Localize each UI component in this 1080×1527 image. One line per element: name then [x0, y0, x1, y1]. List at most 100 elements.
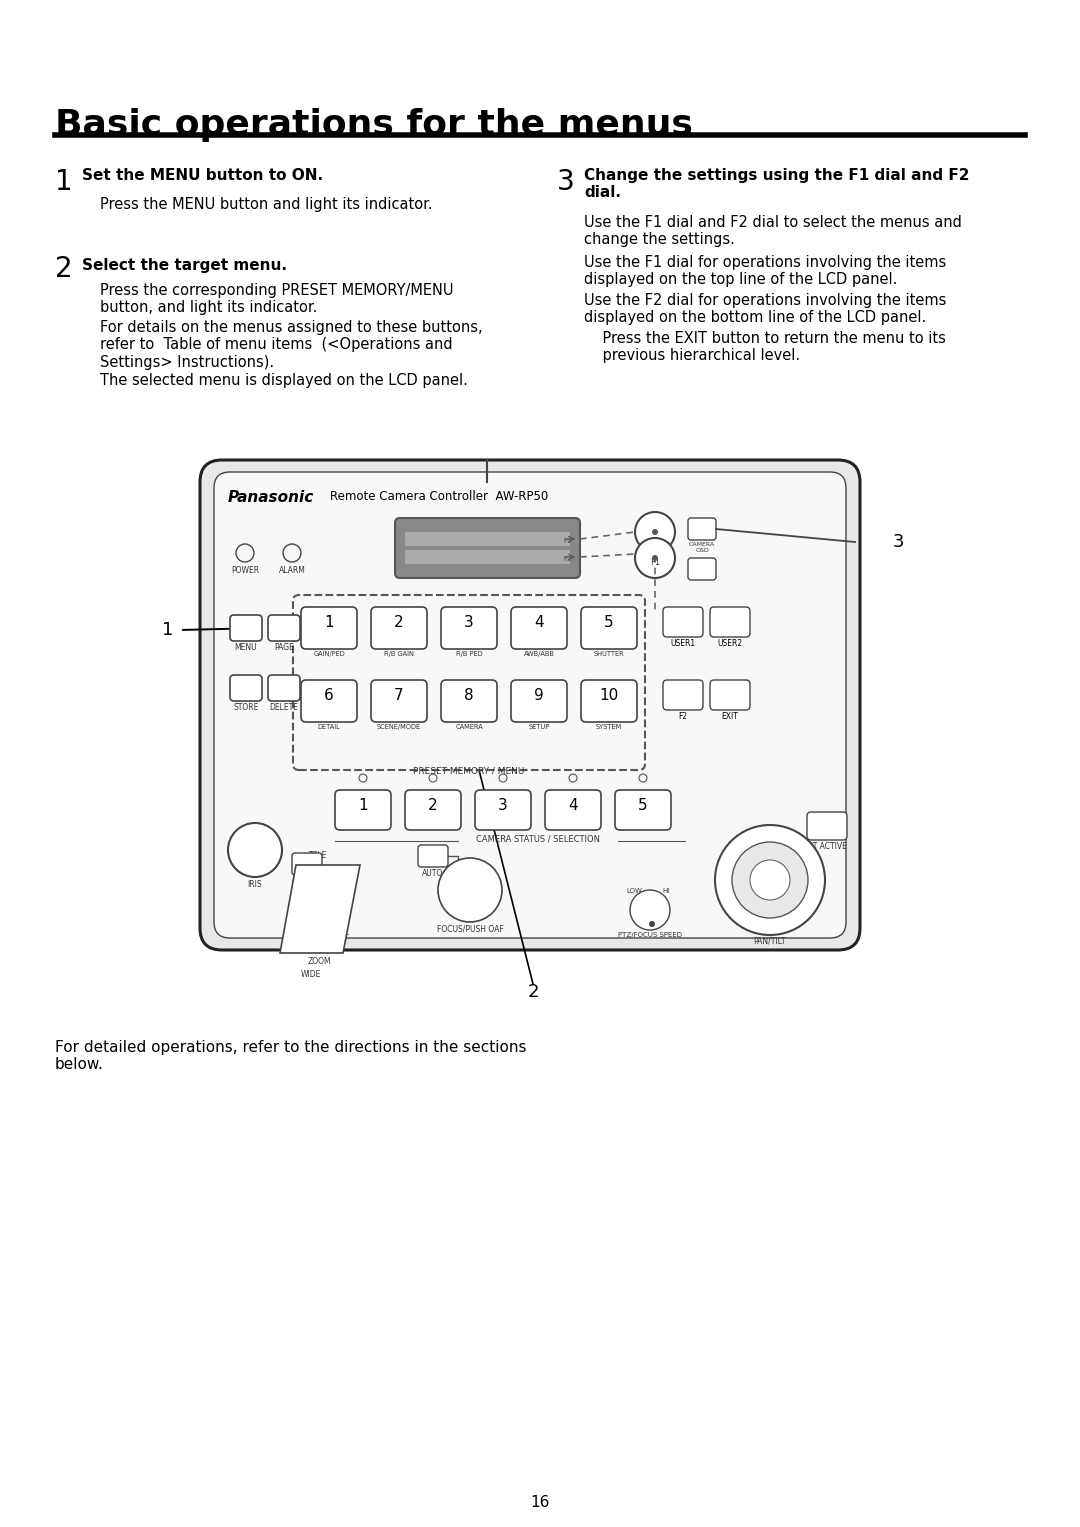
Text: 16: 16 — [530, 1495, 550, 1510]
Text: The selected menu is displayed on the LCD panel.: The selected menu is displayed on the LC… — [100, 373, 468, 388]
Circle shape — [438, 858, 502, 922]
Circle shape — [732, 841, 808, 918]
Text: 7: 7 — [394, 689, 404, 702]
Text: 10: 10 — [599, 689, 619, 702]
FancyBboxPatch shape — [581, 608, 637, 649]
Text: For detailed operations, refer to the directions in the sections
below.: For detailed operations, refer to the di… — [55, 1040, 527, 1072]
Text: 1: 1 — [359, 799, 368, 812]
Text: 4: 4 — [568, 799, 578, 812]
Text: F1: F1 — [650, 557, 660, 567]
Text: PRESET MEMORY / MENU: PRESET MEMORY / MENU — [414, 767, 525, 776]
Circle shape — [652, 528, 658, 534]
Text: ZOOM: ZOOM — [308, 957, 332, 967]
Text: 2: 2 — [527, 983, 539, 1002]
Text: DELETE: DELETE — [270, 702, 298, 712]
Text: 2: 2 — [394, 615, 404, 631]
Circle shape — [635, 512, 675, 551]
FancyBboxPatch shape — [475, 789, 531, 831]
Text: TELE: TELE — [309, 851, 327, 860]
FancyBboxPatch shape — [301, 608, 357, 649]
FancyBboxPatch shape — [663, 680, 703, 710]
FancyBboxPatch shape — [292, 854, 322, 875]
Text: AUTO: AUTO — [422, 869, 444, 878]
Text: Set the MENU button to ON.: Set the MENU button to ON. — [82, 168, 323, 183]
Text: 9: 9 — [535, 689, 544, 702]
Bar — [405, 550, 570, 563]
Text: 2: 2 — [55, 255, 72, 282]
Circle shape — [652, 554, 658, 560]
Text: STORE: STORE — [233, 702, 259, 712]
Text: WIDE: WIDE — [301, 970, 321, 979]
Text: GAIN/PED: GAIN/PED — [313, 651, 345, 657]
FancyBboxPatch shape — [230, 615, 262, 641]
Text: FOCUS/PUSH OAF: FOCUS/PUSH OAF — [436, 925, 503, 935]
Text: IRIS: IRIS — [247, 880, 262, 889]
Text: Select the target menu.: Select the target menu. — [82, 258, 287, 273]
Text: Panasonic: Panasonic — [228, 490, 314, 505]
FancyBboxPatch shape — [214, 472, 846, 938]
Text: Press the EXIT button to return the menu to its
    previous hierarchical level.: Press the EXIT button to return the menu… — [584, 331, 946, 363]
Text: 2: 2 — [428, 799, 437, 812]
Text: R/B PED: R/B PED — [456, 651, 483, 657]
Text: PTZ/FOCUS SPEED: PTZ/FOCUS SPEED — [618, 931, 681, 938]
Text: PT ACTIVE: PT ACTIVE — [808, 841, 847, 851]
Text: 3: 3 — [893, 533, 905, 551]
FancyBboxPatch shape — [301, 680, 357, 722]
FancyBboxPatch shape — [615, 789, 671, 831]
Text: Use the F2 dial for operations involving the items
displayed on the bottom line : Use the F2 dial for operations involving… — [584, 293, 946, 325]
FancyBboxPatch shape — [511, 608, 567, 649]
FancyBboxPatch shape — [372, 680, 427, 722]
Text: For details on the menus assigned to these buttons,
refer to  Table of menu item: For details on the menus assigned to the… — [100, 321, 483, 370]
Circle shape — [750, 860, 789, 899]
FancyBboxPatch shape — [441, 680, 497, 722]
Text: 1: 1 — [55, 168, 72, 195]
Text: F2: F2 — [678, 712, 688, 721]
Text: F2: F2 — [564, 556, 572, 562]
Text: DETAIL: DETAIL — [318, 724, 340, 730]
Text: CAMERA: CAMERA — [455, 724, 483, 730]
Text: 5: 5 — [638, 799, 648, 812]
FancyBboxPatch shape — [405, 789, 461, 831]
FancyBboxPatch shape — [545, 789, 600, 831]
Text: SHUTTER: SHUTTER — [594, 651, 624, 657]
Text: CAMERA STATUS / SELECTION: CAMERA STATUS / SELECTION — [476, 835, 600, 844]
Text: SCENE/MODE: SCENE/MODE — [377, 724, 421, 730]
FancyBboxPatch shape — [268, 615, 300, 641]
Circle shape — [649, 921, 654, 927]
FancyBboxPatch shape — [663, 608, 703, 637]
FancyBboxPatch shape — [710, 680, 750, 710]
Text: 8: 8 — [464, 689, 474, 702]
Text: AUTO: AUTO — [296, 876, 318, 886]
Text: PAGE: PAGE — [274, 643, 294, 652]
Text: CAMERA
OSD: CAMERA OSD — [689, 542, 715, 553]
FancyBboxPatch shape — [395, 518, 580, 579]
FancyBboxPatch shape — [688, 557, 716, 580]
Polygon shape — [280, 864, 360, 953]
Bar — [405, 531, 570, 547]
FancyBboxPatch shape — [200, 460, 860, 950]
Text: 6: 6 — [324, 689, 334, 702]
Text: Use the F1 dial for operations involving the items
displayed on the top line of : Use the F1 dial for operations involving… — [584, 255, 946, 287]
Text: LOW: LOW — [626, 889, 642, 893]
Text: 3: 3 — [498, 799, 508, 812]
FancyBboxPatch shape — [441, 608, 497, 649]
Text: Basic operations for the menus: Basic operations for the menus — [55, 108, 693, 142]
Text: 3: 3 — [464, 615, 474, 631]
FancyBboxPatch shape — [372, 608, 427, 649]
Text: MENU: MENU — [234, 643, 257, 652]
Text: Press the corresponding PRESET MEMORY/MENU
button, and light its indicator.: Press the corresponding PRESET MEMORY/ME… — [100, 282, 454, 316]
Text: USER1: USER1 — [671, 638, 696, 647]
Text: Change the settings using the F1 dial and F2
dial.: Change the settings using the F1 dial an… — [584, 168, 970, 200]
Text: SYSTEM: SYSTEM — [596, 724, 622, 730]
Text: 3: 3 — [557, 168, 575, 195]
Circle shape — [635, 538, 675, 579]
Text: 4: 4 — [535, 615, 544, 631]
Text: ALARM: ALARM — [279, 567, 306, 576]
FancyBboxPatch shape — [807, 812, 847, 840]
FancyBboxPatch shape — [511, 680, 567, 722]
Text: PAN/TILT: PAN/TILT — [754, 938, 786, 947]
FancyBboxPatch shape — [335, 789, 391, 831]
Text: EXIT: EXIT — [721, 712, 739, 721]
Circle shape — [715, 825, 825, 935]
Text: R/B GAIN: R/B GAIN — [384, 651, 414, 657]
